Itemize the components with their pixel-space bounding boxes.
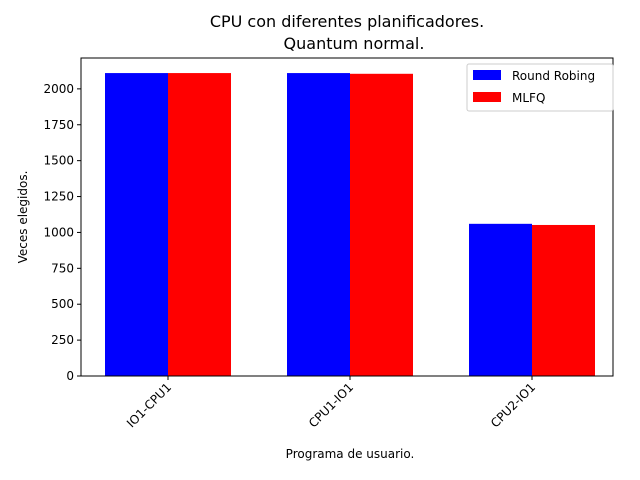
chart-title: CPU con diferentes planificadores. bbox=[210, 12, 484, 31]
legend-label: Round Robing bbox=[512, 69, 595, 83]
bar-round-robing-cpu2-io1 bbox=[469, 223, 532, 376]
legend-label: MLFQ bbox=[512, 91, 545, 105]
bar-round-robing-io1-cpu1 bbox=[105, 73, 168, 376]
x-axis-label: Programa de usuario. bbox=[286, 447, 415, 461]
y-axis-label: Veces elegidos. bbox=[16, 171, 30, 264]
chart-subtitle: Quantum normal. bbox=[284, 34, 425, 53]
legend: Round Robing MLFQ bbox=[466, 63, 614, 112]
y-tick-label: 500 bbox=[51, 297, 74, 311]
plot-area-frame bbox=[80, 57, 614, 377]
y-tick-label: 0 bbox=[66, 369, 74, 383]
y-tick-label: 750 bbox=[51, 261, 74, 275]
y-tick-label: 1000 bbox=[43, 225, 74, 239]
bar-round-robing-cpu1-io1 bbox=[287, 73, 350, 376]
y-tick-label: 1250 bbox=[43, 190, 74, 204]
bar-mlfq-cpu1-io1 bbox=[350, 73, 413, 376]
y-tick-label: 1750 bbox=[43, 118, 74, 132]
y-tick-label: 1500 bbox=[43, 154, 74, 168]
y-tick-label: 2000 bbox=[43, 82, 74, 96]
legend-frame bbox=[466, 63, 614, 112]
bar-mlfq-io1-cpu1 bbox=[168, 73, 231, 376]
y-axis: 0 250 500 750 1000 1250 1500 1750 2000 bbox=[43, 82, 81, 383]
legend-swatch-mlfq bbox=[473, 92, 501, 102]
bar-mlfq-cpu2-io1 bbox=[532, 224, 595, 376]
bars-group bbox=[105, 73, 595, 376]
y-tick-label: 250 bbox=[51, 333, 74, 347]
legend-swatch-round-robing bbox=[473, 70, 501, 80]
